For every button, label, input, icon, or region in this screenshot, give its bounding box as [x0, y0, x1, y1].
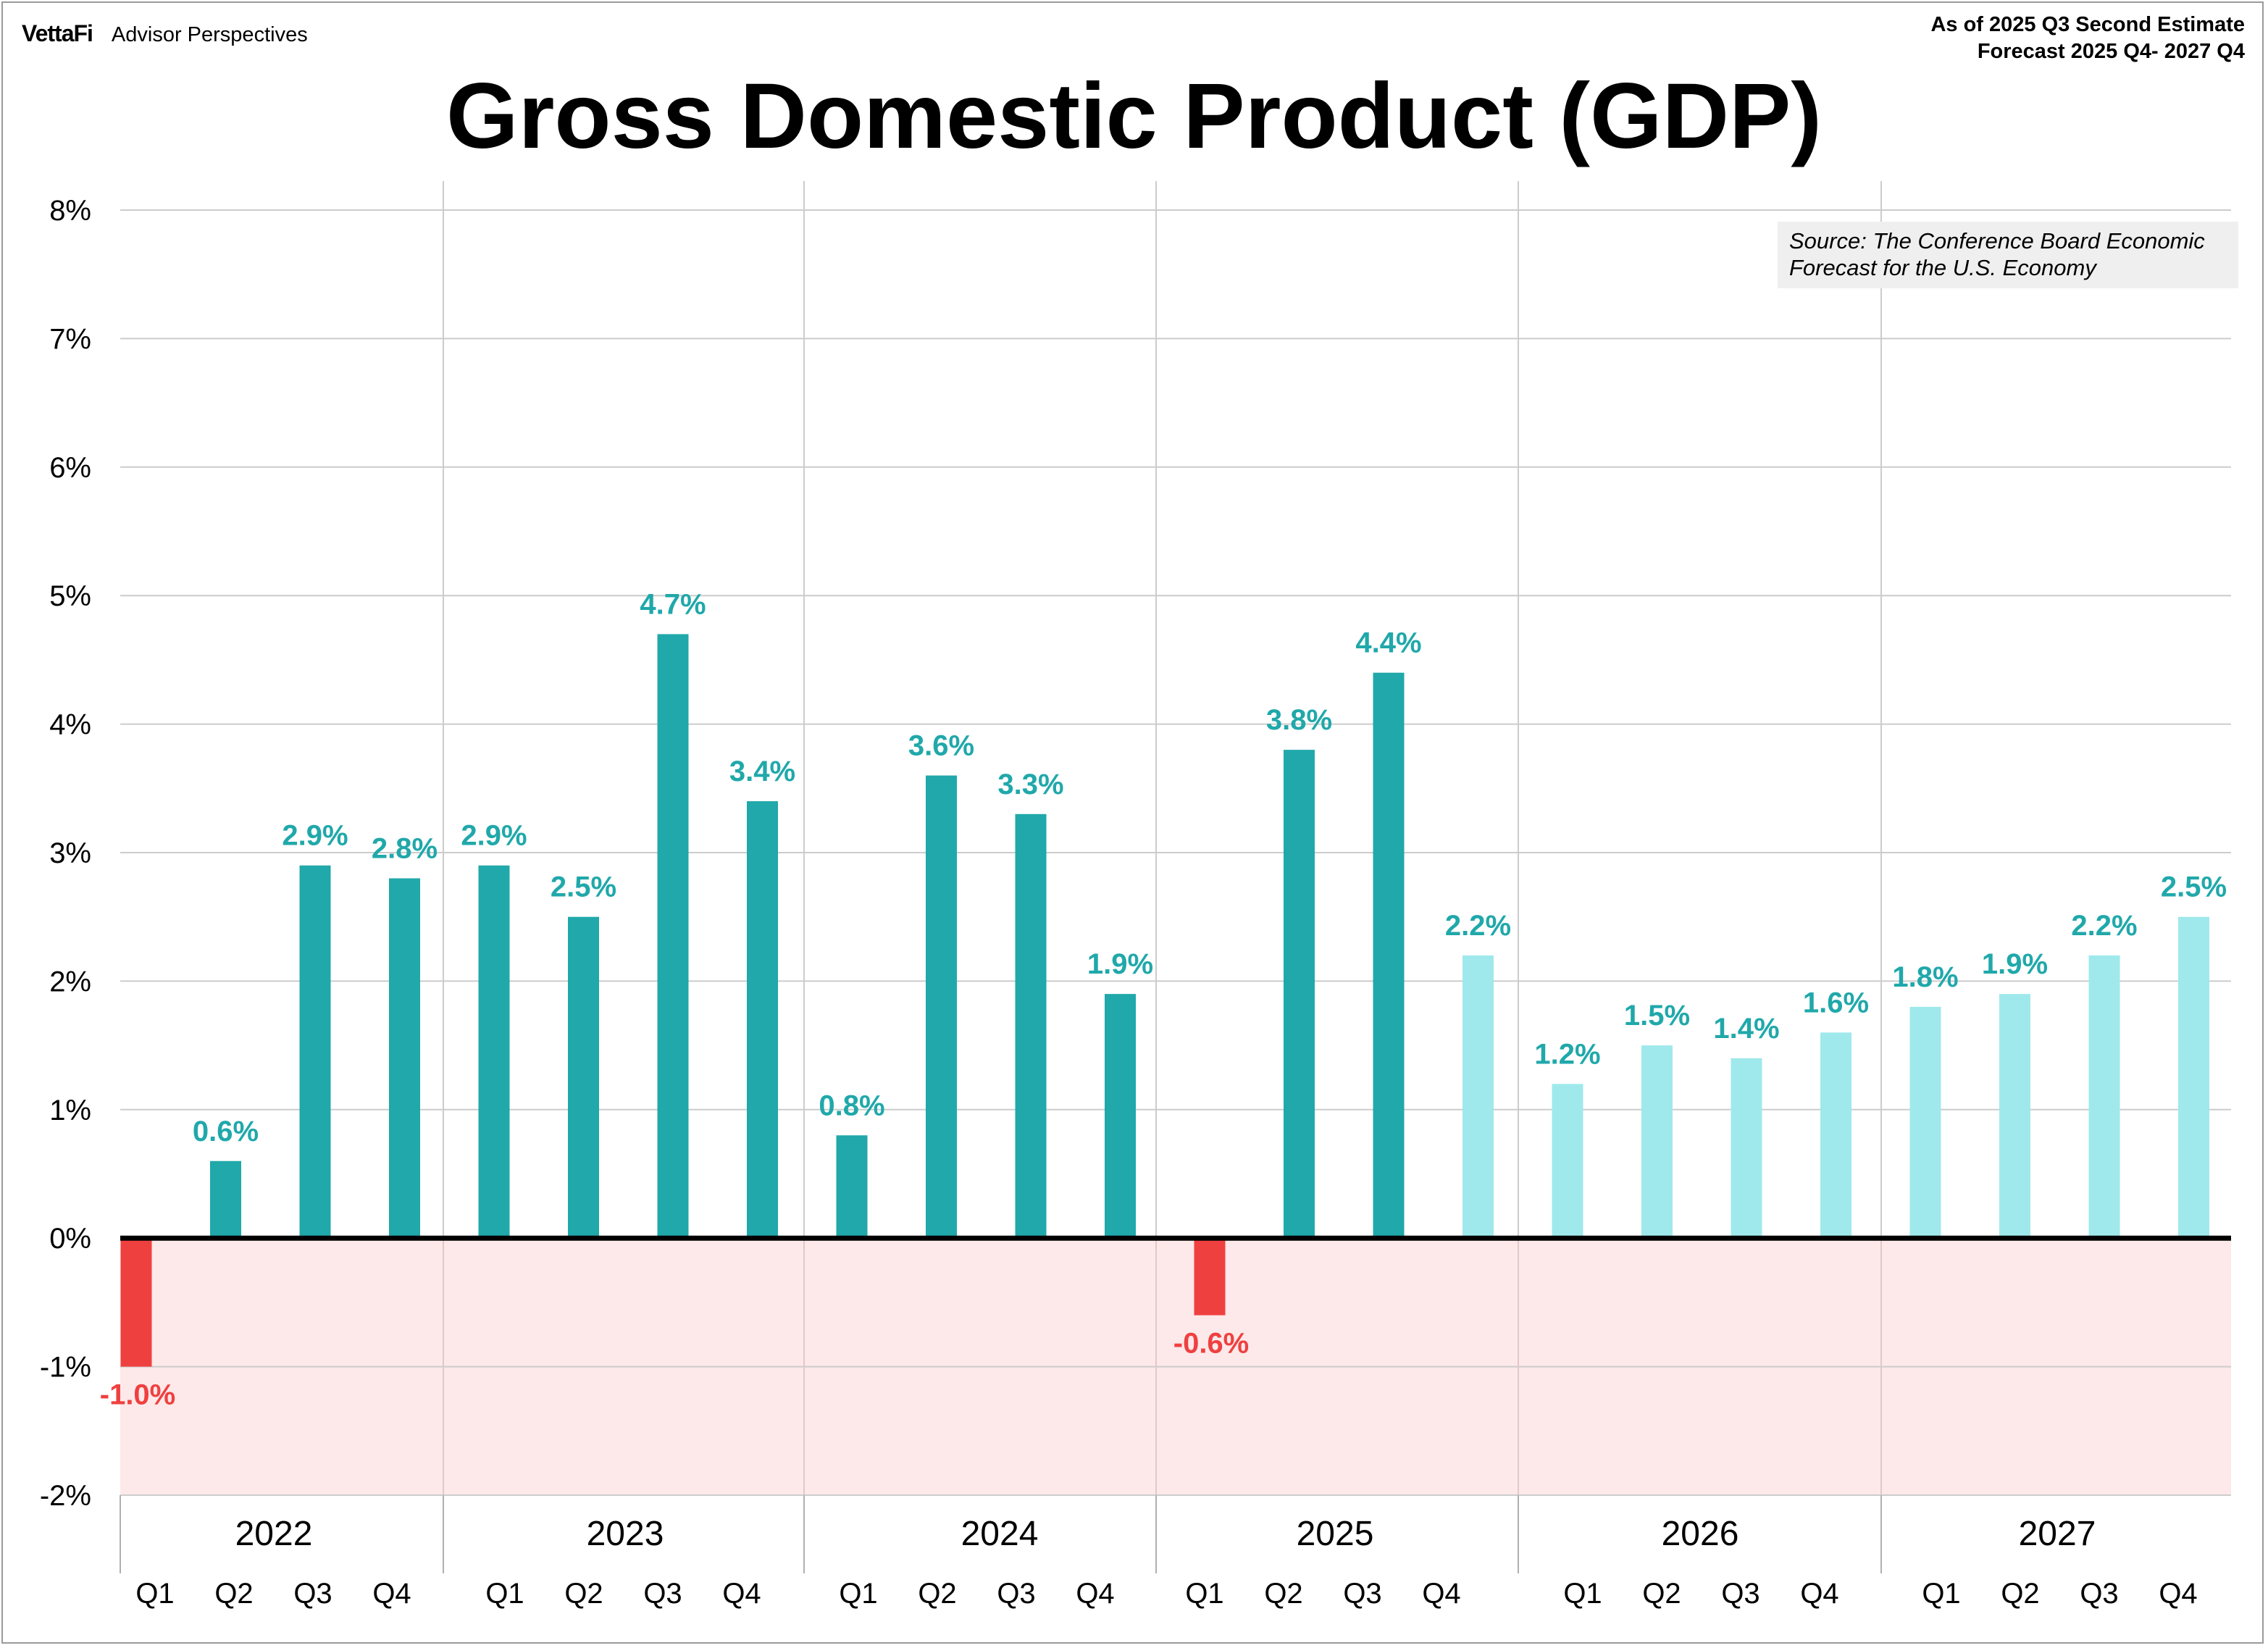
- chart-title: Gross Domestic Product (GDP): [446, 64, 1822, 168]
- quarter-label: Q2: [564, 1578, 603, 1610]
- bar-value-label: 2.5%: [551, 871, 616, 903]
- bar-value-label: 4.7%: [640, 588, 706, 620]
- quarter-label: Q3: [2080, 1578, 2118, 1610]
- y-tick-label: 5%: [49, 580, 91, 612]
- bar: [657, 634, 689, 1239]
- bar: [2178, 916, 2209, 1239]
- quarter-label: Q3: [643, 1578, 682, 1610]
- bar: [1284, 750, 1315, 1239]
- quarter-label: Q3: [293, 1578, 332, 1610]
- y-tick-label: -2%: [40, 1480, 91, 1512]
- quarter-label: Q3: [1721, 1578, 1759, 1610]
- y-tick-label: 7%: [49, 323, 91, 355]
- bar: [1105, 994, 1136, 1239]
- quarter-label: Q2: [1264, 1578, 1302, 1610]
- bar-value-label: 2.9%: [282, 820, 348, 852]
- year-label: 2027: [2019, 1515, 2096, 1553]
- bar-value-label: 1.2%: [1534, 1038, 1600, 1070]
- bar: [1641, 1045, 1673, 1239]
- bar: [210, 1160, 241, 1239]
- year-label: 2023: [587, 1515, 664, 1553]
- bar: [1463, 955, 1494, 1239]
- y-tick-label: 8%: [49, 195, 91, 227]
- as-of-note: As of 2025 Q3 Second Estimate Forecast 2…: [1930, 12, 2245, 65]
- y-tick-label: 4%: [49, 709, 91, 741]
- bar-value-label: -0.6%: [1173, 1328, 1250, 1360]
- bar-value-label: 2.2%: [2071, 910, 2137, 942]
- quarter-label: Q4: [1422, 1578, 1460, 1610]
- bar: [1999, 994, 2030, 1239]
- bar-value-label: 2.8%: [372, 832, 438, 864]
- bar-value-label: 1.6%: [1803, 987, 1869, 1019]
- bar-value-label: 3.6%: [908, 730, 974, 762]
- quarter-label: Q4: [2159, 1578, 2197, 1610]
- bar: [478, 865, 510, 1239]
- quarter-label: Q1: [839, 1578, 877, 1610]
- y-tick-label: 6%: [49, 452, 91, 484]
- bar: [1731, 1058, 1762, 1239]
- year-label: 2026: [1662, 1515, 1739, 1553]
- bar-value-label: 0.6%: [193, 1116, 259, 1147]
- bar: [1909, 1006, 1941, 1239]
- bar: [1015, 813, 1047, 1239]
- quarter-label: Q1: [485, 1578, 524, 1610]
- bar: [836, 1135, 868, 1239]
- bar-value-label: 3.8%: [1266, 704, 1332, 736]
- bar: [389, 878, 420, 1239]
- bar: [120, 1238, 152, 1367]
- y-tick-label: 2%: [49, 966, 91, 997]
- source-note: Source: The Conference Board Economic Fo…: [1778, 222, 2238, 288]
- bar-value-label: -1.0%: [100, 1379, 176, 1411]
- bar-value-label: 2.9%: [461, 820, 527, 852]
- year-label: 2022: [235, 1515, 313, 1553]
- bar: [747, 801, 778, 1239]
- bar-value-label: 3.3%: [997, 769, 1063, 800]
- quarter-label: Q2: [2001, 1578, 2039, 1610]
- vettafi-logo: VettaFi: [22, 20, 93, 46]
- quarter-label: Q1: [1922, 1578, 1960, 1610]
- bar: [926, 775, 957, 1239]
- quarter-label: Q2: [918, 1578, 956, 1610]
- bar: [1820, 1032, 1851, 1239]
- year-label: 2025: [1297, 1515, 1374, 1553]
- quarter-label: Q4: [722, 1578, 761, 1610]
- bar-value-label: 1.4%: [1713, 1013, 1779, 1045]
- bar: [1194, 1238, 1226, 1316]
- as-of-line-2: Forecast 2025 Q4- 2027 Q4: [1977, 40, 2245, 63]
- bar: [299, 865, 331, 1239]
- quarter-label: Q1: [1185, 1578, 1223, 1610]
- bar-value-label: 1.9%: [1087, 948, 1153, 980]
- bar-value-label: 0.8%: [819, 1089, 884, 1121]
- year-label: 2024: [961, 1515, 1039, 1553]
- y-tick-label: 3%: [49, 837, 91, 869]
- bar: [2088, 955, 2120, 1239]
- bar-value-label: 3.4%: [729, 756, 795, 787]
- as-of-line-1: As of 2025 Q3 Second Estimate: [1930, 13, 2245, 36]
- bar-value-label: 2.5%: [2161, 871, 2227, 903]
- bar-value-label: 1.9%: [1982, 948, 2048, 980]
- bar-value-label: 4.4%: [1355, 627, 1421, 659]
- y-tick-label: -1%: [40, 1352, 91, 1384]
- bar: [568, 916, 599, 1239]
- quarter-label: Q2: [214, 1578, 253, 1610]
- bar-value-label: 1.8%: [1892, 961, 1958, 993]
- y-tick-label: 1%: [49, 1095, 91, 1126]
- quarter-label: Q3: [1343, 1578, 1381, 1610]
- quarter-label: Q4: [372, 1578, 411, 1610]
- bar-value-label: 2.2%: [1445, 910, 1511, 942]
- y-tick-label: 0%: [49, 1223, 91, 1255]
- bar: [1373, 672, 1405, 1239]
- bar-value-label: 1.5%: [1624, 1000, 1690, 1032]
- quarter-label: Q3: [997, 1578, 1035, 1610]
- brand-subtitle: Advisor Perspectives: [111, 23, 308, 46]
- bar: [1552, 1084, 1583, 1239]
- quarter-label: Q2: [1642, 1578, 1681, 1610]
- quarter-label: Q1: [1563, 1578, 1602, 1610]
- quarter-label: Q4: [1076, 1578, 1114, 1610]
- quarter-label: Q4: [1800, 1578, 1838, 1610]
- quarter-label: Q1: [135, 1578, 174, 1610]
- brand: VettaFi Advisor Perspectives: [22, 20, 308, 47]
